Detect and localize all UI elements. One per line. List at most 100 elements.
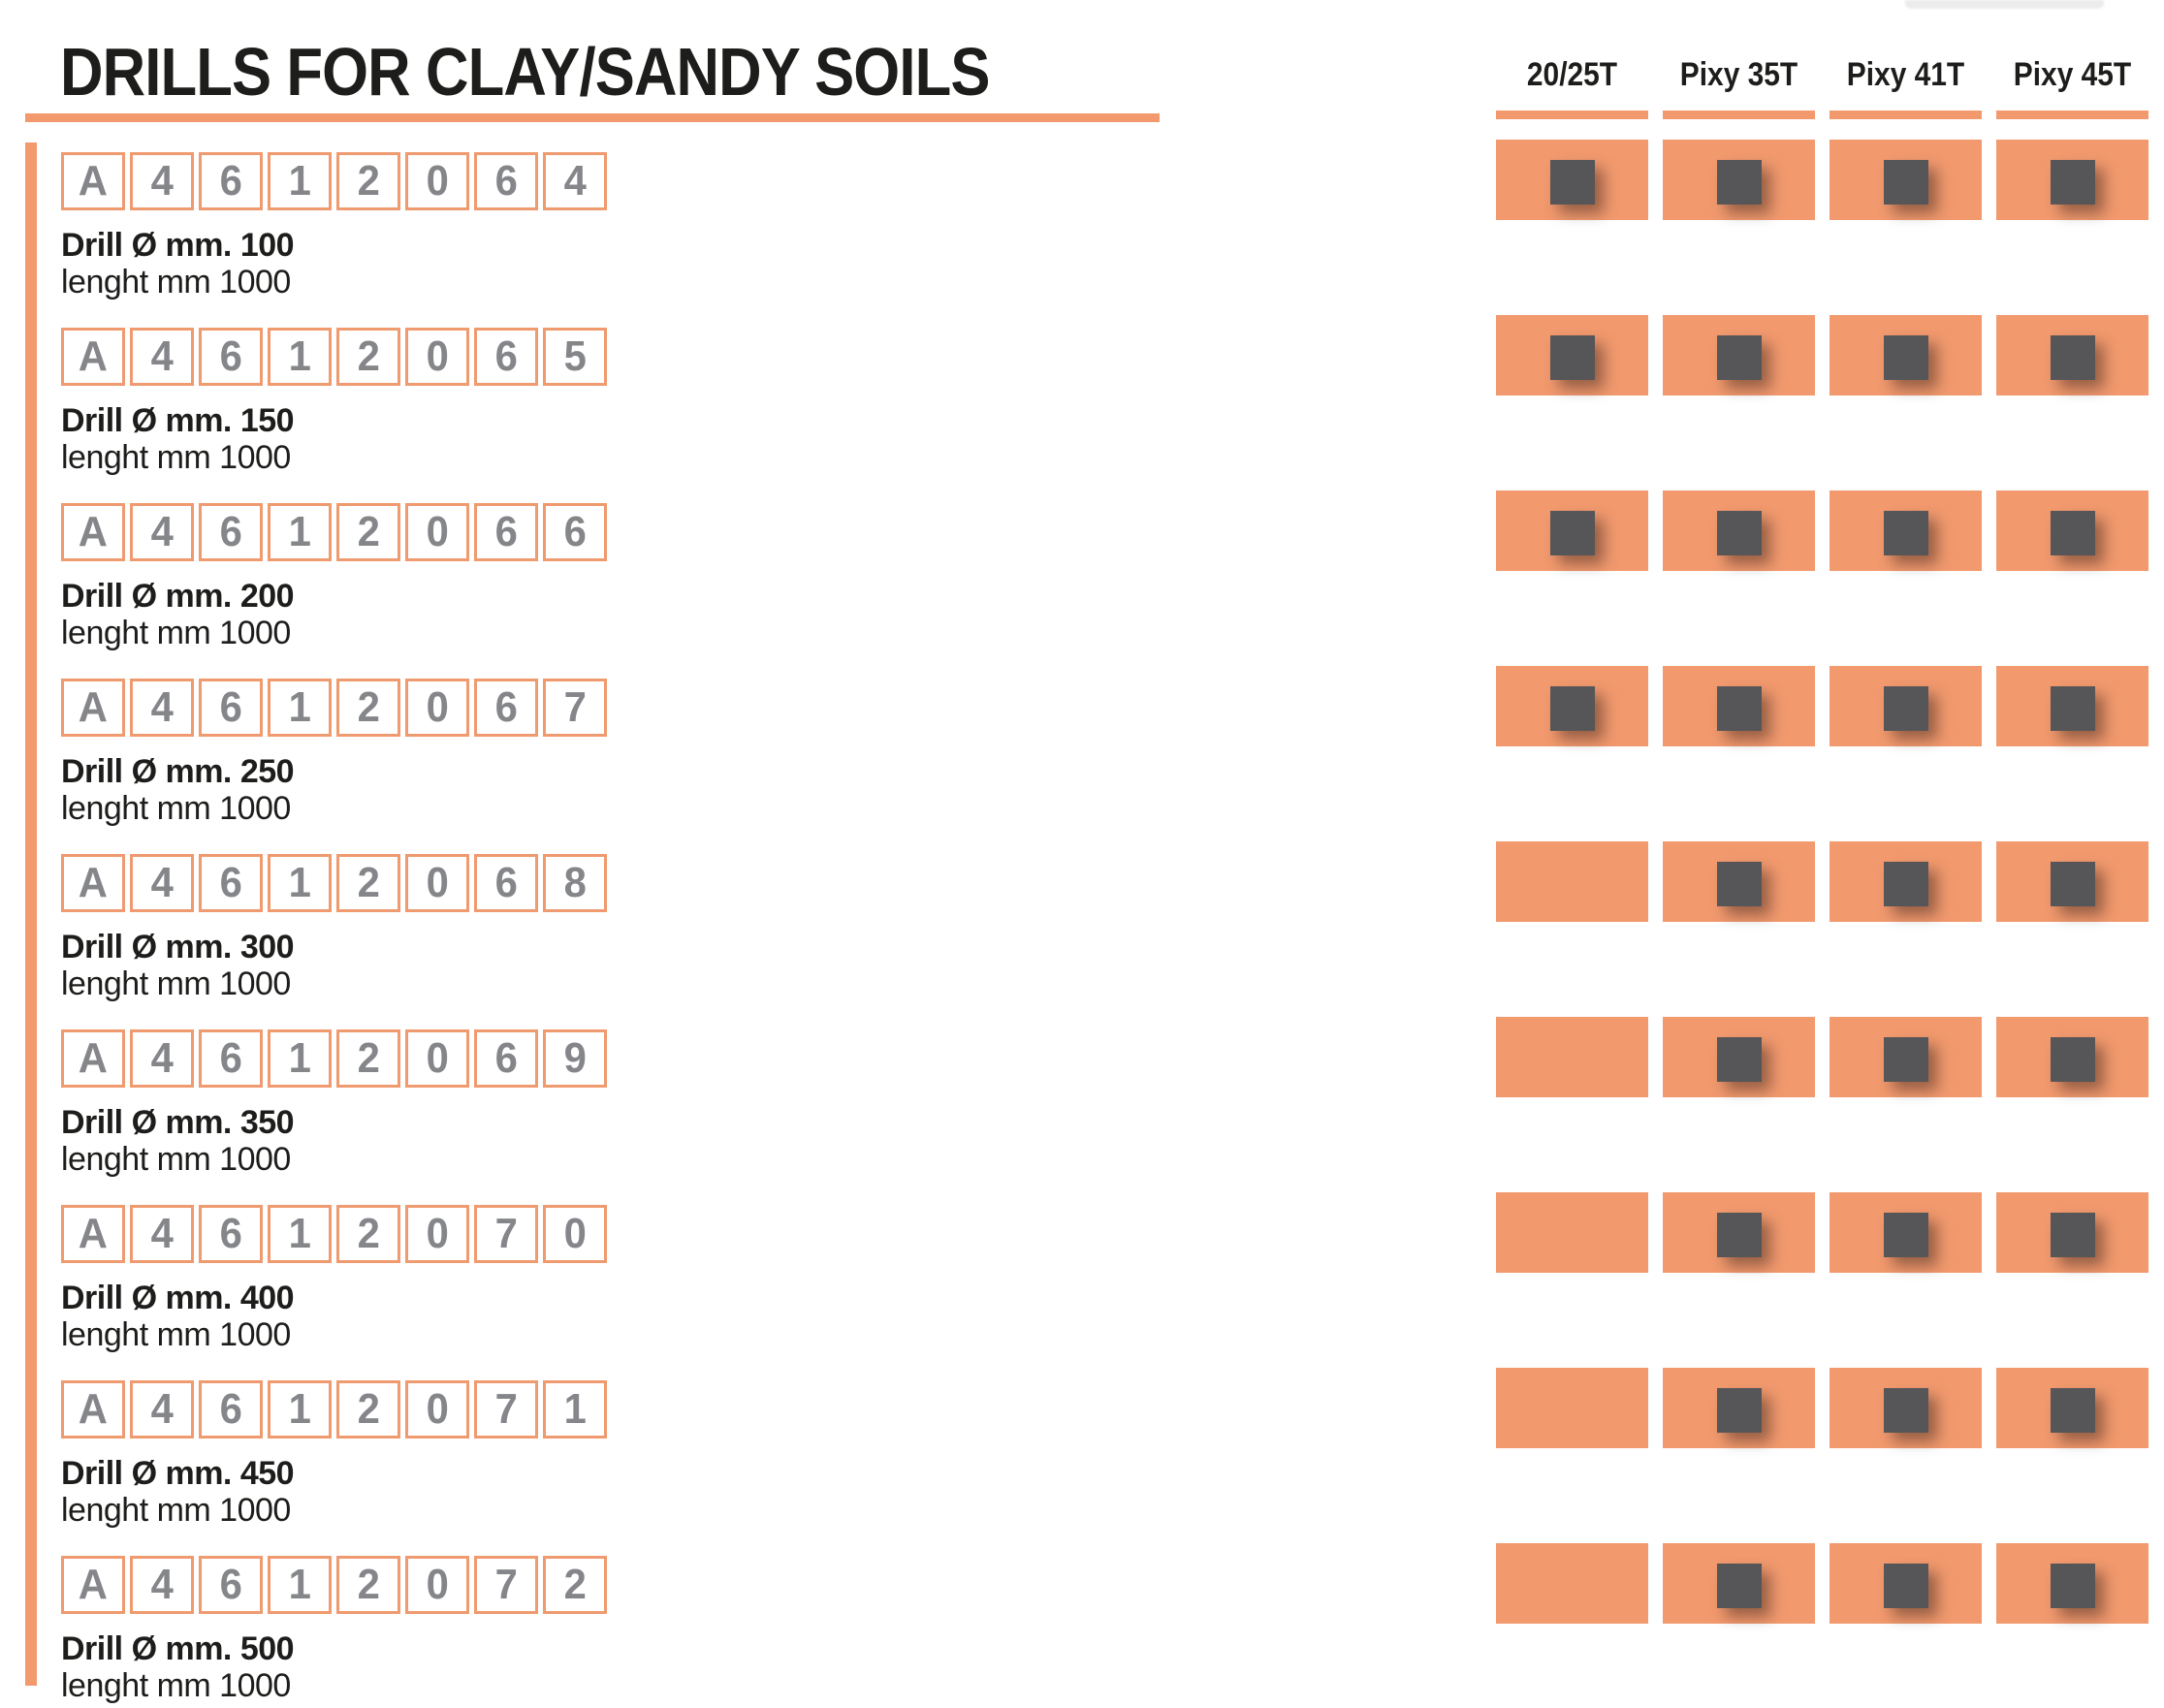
code-box: 4 (130, 679, 194, 737)
code-box: 1 (268, 854, 332, 912)
header-underline (1663, 111, 1815, 119)
code-box: 0 (405, 152, 469, 210)
code-box: 6 (474, 679, 538, 737)
compatibility-marker (1883, 685, 1928, 731)
compatibility-cell (1663, 1543, 1815, 1624)
code-box: 0 (543, 1205, 607, 1263)
code-character: 6 (219, 1385, 242, 1433)
code-box: 2 (336, 328, 400, 386)
compatibility-marker (2050, 1387, 2095, 1433)
code-character: 2 (357, 859, 380, 906)
code-character: A (78, 332, 109, 380)
code-box: A (61, 328, 125, 386)
code-box: 1 (268, 1029, 332, 1088)
compatibility-marker (1716, 685, 1762, 731)
code-box: 4 (130, 152, 194, 210)
code-box: 4 (130, 1205, 194, 1263)
drill-length-label: lenght mm 1000 (61, 439, 291, 477)
compatibility-marker (1716, 861, 1762, 906)
code-box: A (61, 503, 125, 561)
code-box: A (61, 152, 125, 210)
title-underline (25, 113, 1160, 122)
code-character: 0 (563, 1210, 587, 1257)
code-character: 1 (288, 1561, 311, 1608)
code-box: 6 (474, 328, 538, 386)
compatibility-cell (1830, 140, 1982, 220)
drill-diameter-label: Drill Ø mm. 100 (61, 227, 295, 264)
compatibility-cell (1830, 666, 1982, 746)
compatibility-cell (1663, 490, 1815, 571)
compatibility-cell (1996, 1368, 2148, 1448)
compatibility-marker (1549, 510, 1595, 555)
code-box: 2 (543, 1556, 607, 1614)
code-character: 6 (219, 683, 242, 731)
machine-column-label: 20/25T (1526, 56, 1618, 93)
code-character: 0 (426, 1561, 449, 1608)
code-character: 2 (357, 332, 380, 380)
code-character: A (78, 157, 109, 205)
code-box: 0 (405, 328, 469, 386)
compatibility-cell (1496, 490, 1648, 571)
compatibility-marker (1883, 334, 1928, 380)
drill-length-label: lenght mm 1000 (61, 1316, 291, 1354)
code-character: 4 (563, 157, 587, 205)
code-box: 6 (199, 1380, 263, 1439)
code-character: 6 (219, 1034, 242, 1082)
compatibility-cell (1830, 1543, 1982, 1624)
code-character: 2 (357, 1210, 380, 1257)
compatibility-cell (1830, 1368, 1982, 1448)
code-box: 2 (336, 1029, 400, 1088)
code-box: 7 (474, 1205, 538, 1263)
code-box: A (61, 679, 125, 737)
code-box: 1 (268, 1556, 332, 1614)
product-row: A 4 6 1 2 0 7 2 Drill Ø mm. 500 lenght mm 1000 (61, 1556, 740, 1704)
code-character: 7 (494, 1210, 518, 1257)
machine-column-header-20-25t: 20/25T (1496, 56, 1648, 132)
code-character: 0 (426, 1385, 449, 1433)
code-box: A (61, 1380, 125, 1439)
code-character: 1 (288, 1034, 311, 1082)
code-character: 0 (426, 683, 449, 731)
code-character: 2 (357, 1385, 380, 1433)
code-box: 4 (130, 1556, 194, 1614)
compatibility-marker (2050, 334, 2095, 380)
compatibility-matrix (1496, 140, 2148, 1624)
code-character: 4 (150, 508, 174, 555)
code-box: 4 (543, 152, 607, 210)
code-box: 1 (268, 679, 332, 737)
compatibility-cell (1996, 666, 2148, 746)
drill-diameter-label: Drill Ø mm. 350 (61, 1104, 295, 1141)
code-character: 9 (563, 1034, 587, 1082)
drill-diameter-label: Drill Ø mm. 450 (61, 1455, 295, 1492)
compatibility-marker (1716, 1036, 1762, 1082)
code-character: A (78, 859, 109, 906)
code-character: 6 (494, 508, 518, 555)
code-character: A (78, 1561, 109, 1608)
code-box: 6 (199, 328, 263, 386)
code-character: 7 (494, 1561, 518, 1608)
compatibility-marker (1883, 861, 1928, 906)
code-box: 2 (336, 1556, 400, 1614)
compatibility-cell (1496, 140, 1648, 220)
code-box: 4 (130, 328, 194, 386)
header-underline (1496, 111, 1648, 119)
code-character: 4 (150, 1210, 174, 1257)
code-character: 0 (426, 157, 449, 205)
drill-length-label: lenght mm 1000 (61, 1492, 291, 1530)
code-box: 6 (474, 503, 538, 561)
machine-column-header-pixy-35t: Pixy 35T (1663, 56, 1815, 132)
code-character: 1 (288, 332, 311, 380)
code-character: 6 (219, 859, 242, 906)
code-character: 4 (150, 1034, 174, 1082)
compatibility-marker (1883, 1387, 1928, 1433)
compatibility-cell (1663, 841, 1815, 922)
compatibility-marker (1549, 685, 1595, 731)
compatibility-cell (1996, 1017, 2148, 1097)
code-box: A (61, 1556, 125, 1614)
code-character: 1 (563, 1385, 587, 1433)
code-box: 4 (130, 503, 194, 561)
